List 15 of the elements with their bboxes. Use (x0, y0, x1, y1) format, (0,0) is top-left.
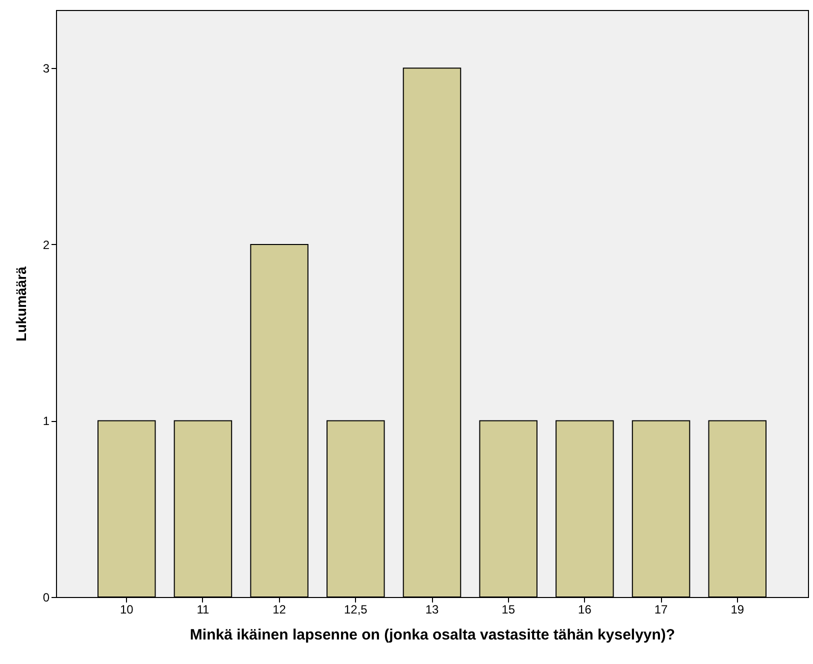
x-axis-title: Minkä ikäinen lapsenne on (jonka osalta vastasitte tähän kyselyyn)? (190, 626, 676, 644)
y-tick-label: 1 (42, 414, 50, 428)
x-tick-label: 12 (272, 602, 286, 616)
y-tick-label: 2 (42, 238, 50, 252)
x-tick-label: 11 (196, 602, 210, 616)
y-axis-title: Lukumäärä (12, 266, 29, 342)
x-tick-label: 19 (730, 602, 744, 616)
x-tick-label: 17 (654, 602, 668, 616)
x-tick-label: 15 (502, 602, 516, 616)
x-tick-label: 13 (425, 602, 439, 616)
x-tick-label: 16 (578, 602, 592, 616)
y-tick-label: 3 (42, 62, 50, 76)
x-tick-label: 10 (120, 602, 134, 616)
y-tick-label: 0 (42, 590, 50, 604)
x-tick-label: 12,5 (344, 602, 368, 616)
